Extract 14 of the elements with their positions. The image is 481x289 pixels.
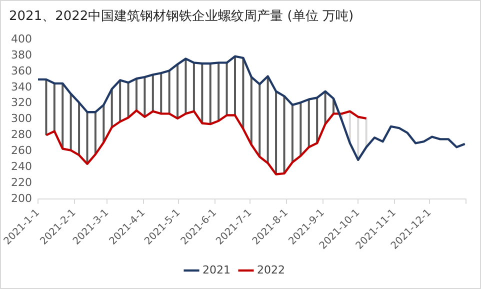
y-tick-label: 380	[10, 48, 32, 62]
y-tick-label: 200	[10, 192, 32, 205]
legend-label: 2021	[202, 263, 231, 276]
y-tick-label: 300	[10, 112, 32, 126]
y-tick-label: 360	[10, 64, 32, 78]
y-tick-label: 220	[10, 176, 32, 189]
y-tick-label: 400	[10, 32, 32, 46]
legend-label: 2022	[257, 263, 285, 276]
y-tick-label: 240	[10, 160, 32, 173]
y-tick-label: 340	[10, 80, 32, 94]
y-tick-label: 260	[10, 144, 32, 157]
y-tick-label: 280	[10, 128, 32, 142]
chart-title: 2021、2022中国建筑钢材钢铁企业螺纹周产量 (单位 万吨)	[9, 8, 354, 25]
y-tick-label: 320	[10, 96, 32, 110]
